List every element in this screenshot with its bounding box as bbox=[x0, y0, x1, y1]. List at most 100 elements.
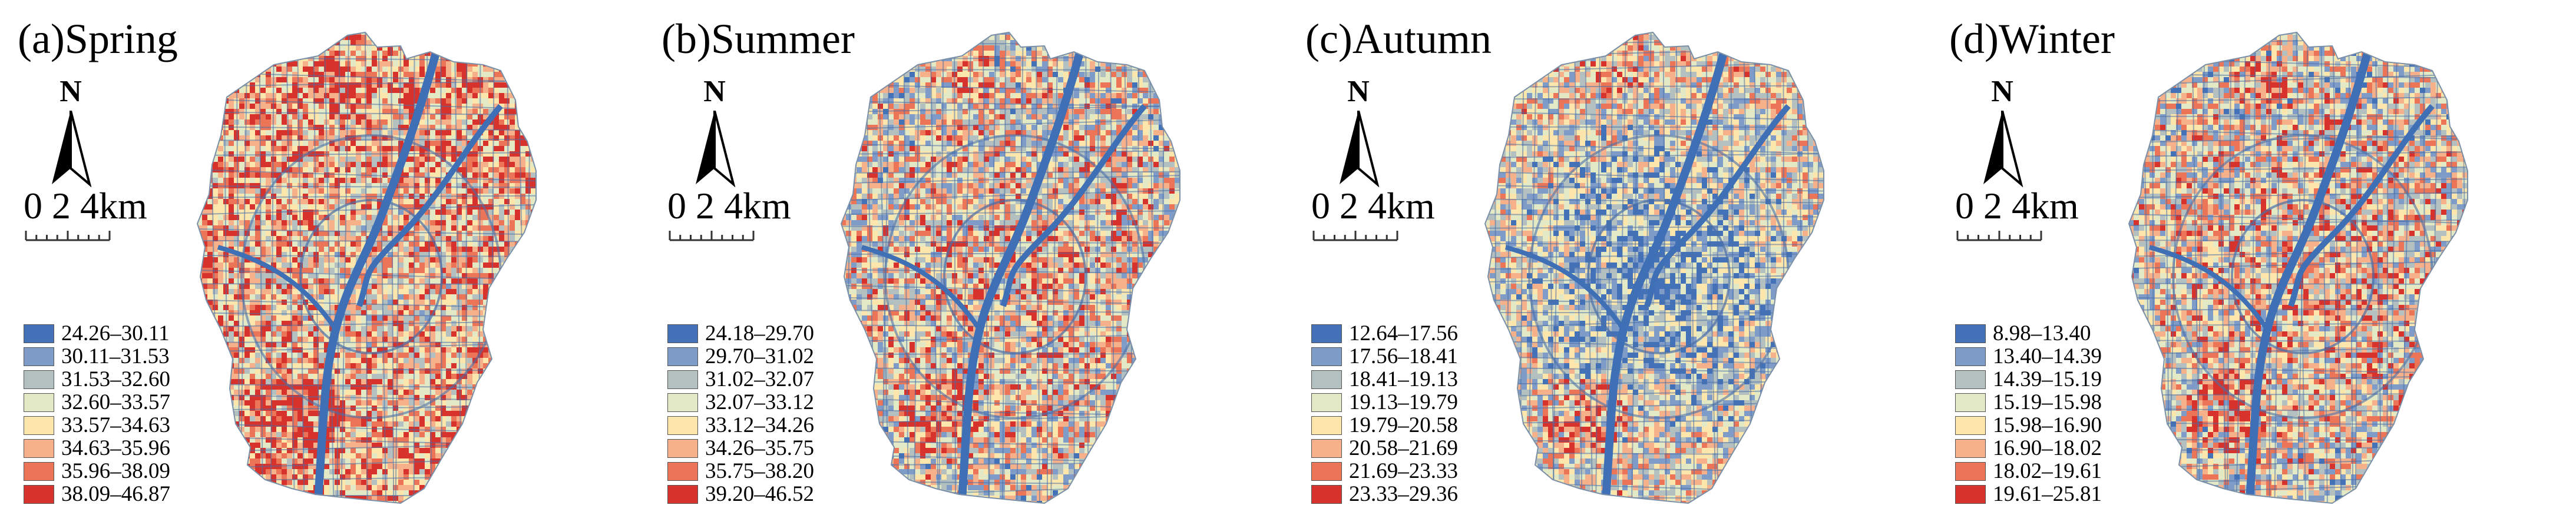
scale-bar: 0 2 4km bbox=[24, 187, 224, 246]
legend-swatch bbox=[1311, 347, 1342, 366]
scale-bar-icon bbox=[25, 231, 111, 241]
legend-label: 39.20–46.52 bbox=[705, 483, 814, 506]
legend-swatch bbox=[1955, 393, 1986, 412]
legend-label: 15.98–16.90 bbox=[1993, 414, 2102, 437]
north-label: N bbox=[1323, 77, 1394, 107]
scale-bar-icon bbox=[669, 231, 755, 241]
panel-title: (d)Winter bbox=[1949, 18, 2115, 60]
north-arrow-icon bbox=[1983, 111, 2023, 187]
panel-winter: (d)Winter N 0 2 4km 8.98–13.40 13.40–14.39 14… bbox=[1932, 0, 2575, 525]
panel-title: (c)Autumn bbox=[1305, 18, 1492, 60]
thermal-map bbox=[196, 31, 537, 504]
north-arrow: N bbox=[1323, 77, 1394, 194]
legend-label: 33.57–34.63 bbox=[61, 414, 170, 437]
north-arrow: N bbox=[35, 77, 106, 194]
thermal-map bbox=[2128, 31, 2468, 504]
scale-bar-icon bbox=[1312, 231, 1398, 241]
scale-label: 0 2 4km bbox=[24, 187, 147, 225]
legend-label: 19.13–19.79 bbox=[1349, 391, 1458, 414]
legend-label: 14.39–15.19 bbox=[1993, 368, 2102, 391]
legend-swatch bbox=[1955, 439, 1986, 458]
legend-label: 18.41–19.13 bbox=[1349, 368, 1458, 391]
legend-swatch bbox=[24, 485, 54, 504]
scale-label: 0 2 4km bbox=[1955, 187, 2079, 225]
north-label: N bbox=[679, 77, 750, 107]
legend-label: 31.53–32.60 bbox=[61, 368, 170, 391]
north-arrow-icon bbox=[696, 111, 736, 187]
legend-swatch bbox=[1955, 370, 1986, 389]
legend-swatch bbox=[24, 370, 54, 389]
legend-label: 34.26–35.75 bbox=[705, 437, 814, 460]
scale-label: 0 2 4km bbox=[1311, 187, 1435, 225]
legend-swatch bbox=[24, 439, 54, 458]
legend-label: 24.18–29.70 bbox=[705, 323, 814, 345]
legend-swatch bbox=[24, 347, 54, 366]
scale-bar: 0 2 4km bbox=[1955, 187, 2155, 246]
thermal-map bbox=[1484, 31, 1824, 504]
legend-swatch bbox=[1311, 393, 1342, 412]
north-arrow-icon bbox=[1340, 111, 1380, 187]
legend-swatch bbox=[1955, 347, 1986, 366]
legend-swatch bbox=[24, 324, 54, 343]
legend-swatch bbox=[1311, 324, 1342, 343]
legend-swatch bbox=[1311, 462, 1342, 481]
legend-label: 15.19–15.98 bbox=[1993, 391, 2102, 414]
legend-label: 23.33–29.36 bbox=[1349, 483, 1458, 506]
legend-label: 34.63–35.96 bbox=[61, 437, 170, 460]
legend-label: 17.56–18.41 bbox=[1349, 345, 1458, 368]
legend-label: 29.70–31.02 bbox=[705, 345, 814, 368]
north-arrow: N bbox=[1967, 77, 2038, 194]
legend-swatch bbox=[1955, 324, 1986, 343]
north-label: N bbox=[35, 77, 106, 107]
legend-label: 18.02–19.61 bbox=[1993, 460, 2102, 483]
legend-label: 24.26–30.11 bbox=[61, 323, 170, 345]
legend-label: 19.61–25.81 bbox=[1993, 483, 2102, 506]
legend-label: 8.98–13.40 bbox=[1993, 323, 2091, 345]
north-arrow-icon bbox=[52, 111, 92, 187]
legend-label: 32.60–33.57 bbox=[61, 391, 170, 414]
legend-label: 35.96–38.09 bbox=[61, 460, 170, 483]
legend-swatch bbox=[667, 439, 698, 458]
legend-swatch bbox=[1955, 462, 1986, 481]
legend-label: 20.58–21.69 bbox=[1349, 437, 1458, 460]
scale-label: 0 2 4km bbox=[667, 187, 791, 225]
legend-label: 30.11–31.53 bbox=[61, 345, 170, 368]
north-label: N bbox=[1967, 77, 2038, 107]
legend-swatch bbox=[1955, 416, 1986, 435]
legend-label: 31.02–32.07 bbox=[705, 368, 814, 391]
legend-label: 32.07–33.12 bbox=[705, 391, 814, 414]
legend-swatch bbox=[667, 393, 698, 412]
panel-title: (b)Summer bbox=[662, 18, 855, 60]
thermal-map bbox=[840, 31, 1180, 504]
legend-swatch bbox=[24, 416, 54, 435]
legend-swatch bbox=[667, 324, 698, 343]
legend-swatch bbox=[1311, 416, 1342, 435]
north-arrow: N bbox=[679, 77, 750, 194]
legend-label: 21.69–23.33 bbox=[1349, 460, 1458, 483]
legend-swatch bbox=[1311, 485, 1342, 504]
scale-bar: 0 2 4km bbox=[1311, 187, 1512, 246]
panel-spring: (a)Spring N 0 2 4km 24.26–30.11 30.11–31.53 3… bbox=[0, 0, 644, 525]
scale-bar: 0 2 4km bbox=[667, 187, 868, 246]
scale-bar-icon bbox=[1956, 231, 2042, 241]
legend-label: 19.79–20.58 bbox=[1349, 414, 1458, 437]
legend-label: 33.12–34.26 bbox=[705, 414, 814, 437]
legend-swatch bbox=[667, 370, 698, 389]
legend-swatch bbox=[24, 393, 54, 412]
legend-label: 35.75–38.20 bbox=[705, 460, 814, 483]
panel-summer: (b)Summer N 0 2 4km 24.18–29.70 29.70–31.02 3… bbox=[644, 0, 1288, 525]
legend-label: 12.64–17.56 bbox=[1349, 323, 1458, 345]
legend-swatch bbox=[24, 462, 54, 481]
legend-swatch bbox=[1311, 370, 1342, 389]
legend-label: 38.09–46.87 bbox=[61, 483, 170, 506]
legend-label: 13.40–14.39 bbox=[1993, 345, 2102, 368]
legend-label: 16.90–18.02 bbox=[1993, 437, 2102, 460]
legend-swatch bbox=[667, 416, 698, 435]
legend-swatch bbox=[667, 462, 698, 481]
legend-swatch bbox=[667, 347, 698, 366]
legend-swatch bbox=[1955, 485, 1986, 504]
panel-autumn: (c)Autumn N 0 2 4km 12.64–17.56 17.56–18.41 1… bbox=[1288, 0, 1932, 525]
panel-title: (a)Spring bbox=[18, 18, 178, 60]
legend-swatch bbox=[1311, 439, 1342, 458]
legend-swatch bbox=[667, 485, 698, 504]
